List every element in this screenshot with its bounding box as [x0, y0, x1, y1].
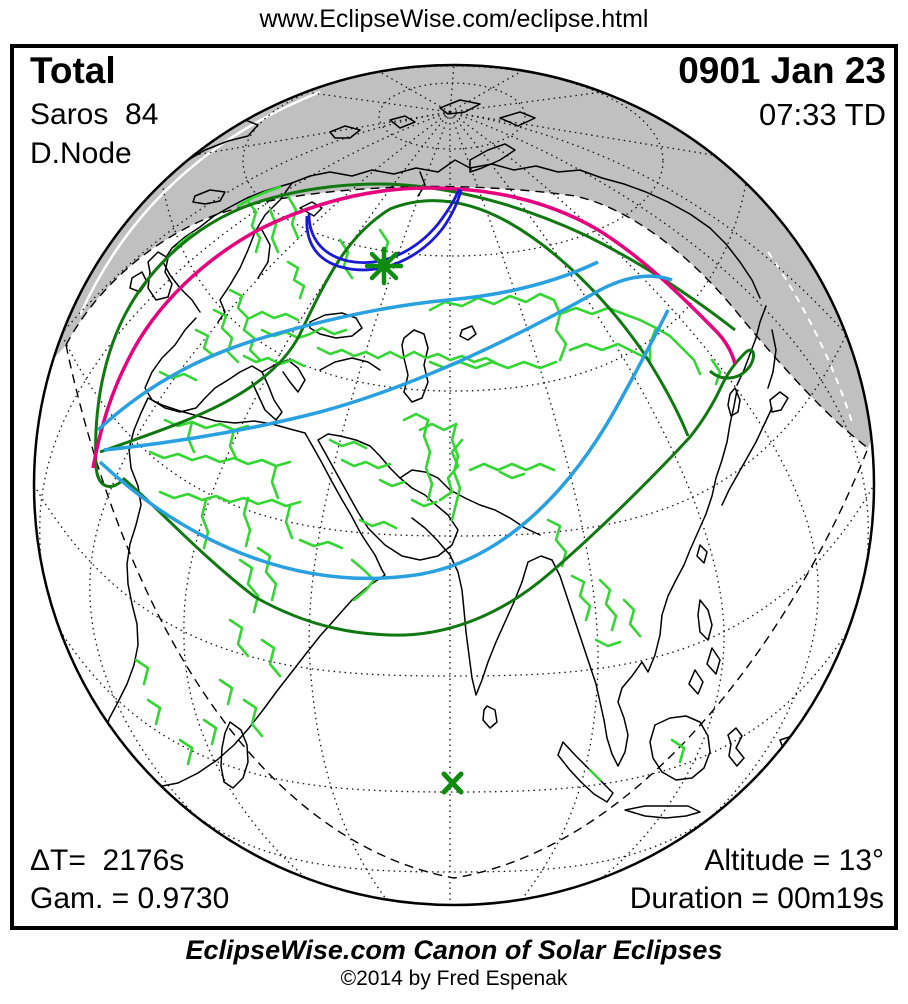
eclipse-time: 07:33 TD [759, 97, 886, 132]
gray-graticule-white-dash [767, 251, 853, 423]
max-eclipse-curve-middle [103, 274, 673, 452]
eclipse-date: 0901 Jan 23 [678, 50, 886, 91]
sunrise-sunset-limit-outer-curve [94, 182, 755, 637]
sunrise-sunset-limit-inner-curve [99, 199, 690, 454]
header-url: www.EclipseWise.com/eclipse.html [259, 5, 649, 33]
terminator-dashed-line [65, 185, 869, 879]
delta-t-value: ΔT= 2176s [30, 844, 185, 877]
globe-disk [34, 65, 874, 905]
greatest-eclipse-star-marker [364, 246, 404, 286]
eclipse-type-label: Total [30, 50, 116, 91]
node-label: D.Node [30, 137, 132, 170]
duration-value: Duration = 00m19s [629, 882, 884, 915]
max-eclipse-curve-upper [96, 260, 599, 432]
footer-title: EclipseWise.com Canon of Solar Eclipses [185, 935, 723, 965]
gamma-value: Gam. = 0.9730 [30, 882, 230, 915]
altitude-value: Altitude = 13° [704, 844, 884, 877]
penumbra-north-limit-curve [91, 186, 737, 469]
max-eclipse-curve-lower [98, 309, 670, 581]
map-frame-border [10, 44, 898, 930]
globe-outline [32, 63, 876, 907]
saros-label: Saros 84 [30, 98, 159, 131]
footer-copyright: ©2014 by Fred Espenak [340, 967, 568, 990]
limb-highlight-line [78, 90, 321, 316]
subsolar-x-marker [441, 771, 464, 795]
